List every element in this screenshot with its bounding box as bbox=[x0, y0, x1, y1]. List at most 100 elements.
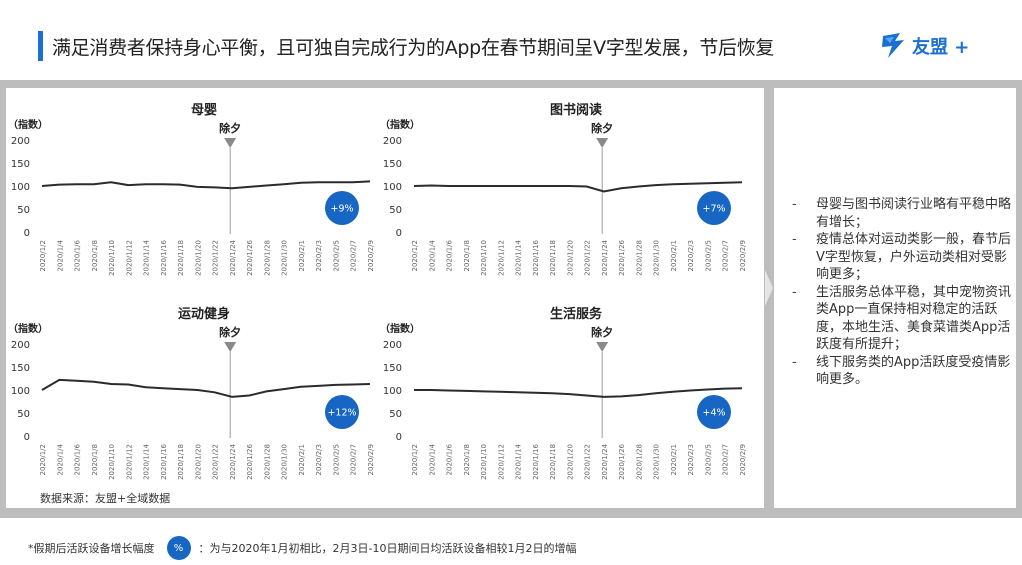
x-tick-label: 2020/1/24 bbox=[229, 239, 237, 275]
insight-item: 母婴与图书阅读行业略有平稳中略有增长； bbox=[790, 196, 1015, 231]
annotation-marker bbox=[224, 342, 237, 352]
x-tick-label: 2020/1/10 bbox=[480, 444, 488, 480]
x-tick-label: 2020/1/4 bbox=[428, 239, 436, 271]
x-tick-label: 2020/1/26 bbox=[246, 239, 254, 275]
page-title: 满足消费者保持身心平衡，且可独自完成行为的App在春节期间呈V字型发展，节后恢复 bbox=[52, 37, 775, 59]
x-tick-label: 2020/1/6 bbox=[74, 239, 82, 271]
y-axis-label: （指数） bbox=[380, 322, 420, 335]
x-tick-label: 2020/1/6 bbox=[446, 239, 454, 271]
x-tick-label: 2020/1/10 bbox=[108, 444, 116, 480]
growth-badge-label: +4% bbox=[702, 408, 725, 419]
x-tick-label: 2020/1/18 bbox=[549, 444, 557, 480]
chart-title: 生活服务 bbox=[550, 306, 603, 322]
brand-name: 友盟 + bbox=[912, 37, 970, 58]
y-tick-label: 200 bbox=[383, 136, 402, 147]
x-tick-label: 2020/1/2 bbox=[411, 444, 419, 475]
x-tick-label: 2020/1/18 bbox=[177, 240, 185, 276]
x-tick-label: 2020/1/2 bbox=[39, 240, 47, 271]
y-tick-label: 200 bbox=[383, 340, 402, 351]
x-tick-label: 2020/1/28 bbox=[263, 240, 271, 276]
x-tick-label: 2020/1/28 bbox=[263, 444, 271, 480]
y-axis-label: （指数） bbox=[380, 118, 420, 131]
x-tick-label: 2020/2/1 bbox=[670, 240, 678, 271]
x-tick-label: 2020/1/24 bbox=[601, 239, 609, 275]
x-tick-label: 2020/1/30 bbox=[653, 444, 661, 480]
y-tick-label: 0 bbox=[396, 228, 402, 239]
x-tick-label: 2020/1/8 bbox=[463, 240, 471, 271]
x-tick-label: 2020/2/7 bbox=[350, 444, 358, 475]
x-tick-label: 2020/1/20 bbox=[566, 240, 574, 276]
chart-title: 运动健身 bbox=[178, 306, 230, 322]
chart-title: 图书阅读 bbox=[550, 102, 602, 118]
x-tick-label: 2020/1/26 bbox=[618, 443, 626, 479]
y-tick-label: 50 bbox=[17, 205, 30, 216]
x-tick-label: 2020/1/18 bbox=[549, 240, 557, 276]
x-tick-label: 2020/1/2 bbox=[411, 240, 419, 271]
x-tick-label: 2020/1/16 bbox=[532, 239, 540, 275]
annotation-label: 除夕 bbox=[219, 121, 241, 135]
y-tick-label: 200 bbox=[11, 136, 30, 147]
y-tick-label: 100 bbox=[383, 182, 402, 193]
x-tick-label: 2020/1/22 bbox=[212, 444, 220, 480]
series-line bbox=[414, 387, 743, 398]
x-tick-label: 2020/1/12 bbox=[497, 240, 505, 276]
brand-logo: 友盟 + bbox=[880, 30, 969, 62]
x-tick-label: 2020/1/14 bbox=[143, 239, 151, 275]
x-tick-label: 2020/1/4 bbox=[428, 443, 436, 475]
x-tick-label: 2020/1/12 bbox=[125, 240, 133, 276]
x-tick-label: 2020/1/22 bbox=[212, 240, 220, 276]
growth-badge bbox=[697, 191, 731, 225]
title-accent-bar bbox=[38, 31, 43, 61]
x-tick-label: 2020/1/8 bbox=[463, 444, 471, 475]
x-tick-label: 2020/1/22 bbox=[584, 444, 592, 480]
annotation-label: 除夕 bbox=[591, 121, 613, 135]
x-tick-label: 2020/2/5 bbox=[332, 240, 340, 271]
x-tick-label: 2020/1/2 bbox=[39, 444, 47, 475]
x-tick-label: 2020/2/3 bbox=[687, 444, 695, 475]
growth-badge bbox=[325, 395, 359, 429]
growth-badge-label: +12% bbox=[327, 408, 356, 419]
x-tick-label: 2020/1/30 bbox=[281, 444, 289, 480]
x-tick-label: 2020/2/9 bbox=[367, 240, 375, 271]
x-tick-label: 2020/1/30 bbox=[653, 240, 661, 276]
y-tick-label: 200 bbox=[11, 340, 30, 351]
x-tick-label: 2020/2/9 bbox=[367, 444, 375, 475]
x-tick-label: 2020/1/30 bbox=[281, 240, 289, 276]
y-axis-label: （指数） bbox=[8, 118, 48, 131]
y-tick-label: 50 bbox=[389, 205, 402, 216]
growth-badge bbox=[697, 395, 731, 429]
data-source-note: 数据来源：友盟+全域数据 bbox=[40, 492, 171, 505]
x-tick-label: 2020/1/12 bbox=[497, 444, 505, 480]
panel-divider-arrow bbox=[765, 270, 773, 306]
y-tick-label: 0 bbox=[396, 432, 402, 443]
umeng-logo-icon bbox=[882, 33, 904, 58]
insight-item: 疫情总体对运动类影一般，春节后V字型恢复，户外运动类相对受影响更多； bbox=[790, 231, 1015, 284]
x-tick-label: 2020/1/14 bbox=[143, 443, 151, 479]
x-tick-label: 2020/1/16 bbox=[532, 443, 540, 479]
x-tick-label: 2020/2/7 bbox=[722, 444, 730, 475]
x-tick-label: 2020/1/10 bbox=[480, 240, 488, 276]
x-tick-label: 2020/1/10 bbox=[108, 240, 116, 276]
series-line bbox=[41, 378, 371, 398]
growth-badge bbox=[325, 191, 359, 225]
x-tick-label: 2020/1/4 bbox=[56, 443, 64, 475]
x-tick-label: 2020/2/9 bbox=[739, 444, 747, 475]
charts-panel bbox=[6, 88, 764, 508]
x-tick-label: 2020/1/16 bbox=[160, 443, 168, 479]
annotation-marker bbox=[596, 138, 609, 148]
x-tick-label: 2020/2/9 bbox=[739, 240, 747, 271]
chart-tushu-yuedu: 图书阅读 （指数） 0 50 100 150 200 除夕 2020/1/2 2020/1/4 20… bbox=[380, 102, 747, 276]
chart-title: 母婴 bbox=[191, 102, 217, 118]
annotation-marker bbox=[224, 138, 237, 148]
x-tick-label: 2020/1/20 bbox=[194, 240, 202, 276]
x-tick-label: 2020/2/7 bbox=[350, 240, 358, 271]
x-tick-label: 2020/1/22 bbox=[584, 240, 592, 276]
y-tick-label: 100 bbox=[11, 386, 30, 397]
footnote-label: *假期后活跃设备增长幅度 bbox=[28, 542, 155, 555]
x-tick-label: 2020/1/8 bbox=[91, 444, 99, 475]
percent-badge-legend: % bbox=[166, 536, 191, 560]
y-tick-label: 150 bbox=[383, 363, 402, 374]
x-tick-label: 2020/1/16 bbox=[160, 239, 168, 275]
x-tick-label: 2020/2/3 bbox=[687, 240, 695, 271]
y-axis-label: （指数） bbox=[8, 322, 48, 335]
